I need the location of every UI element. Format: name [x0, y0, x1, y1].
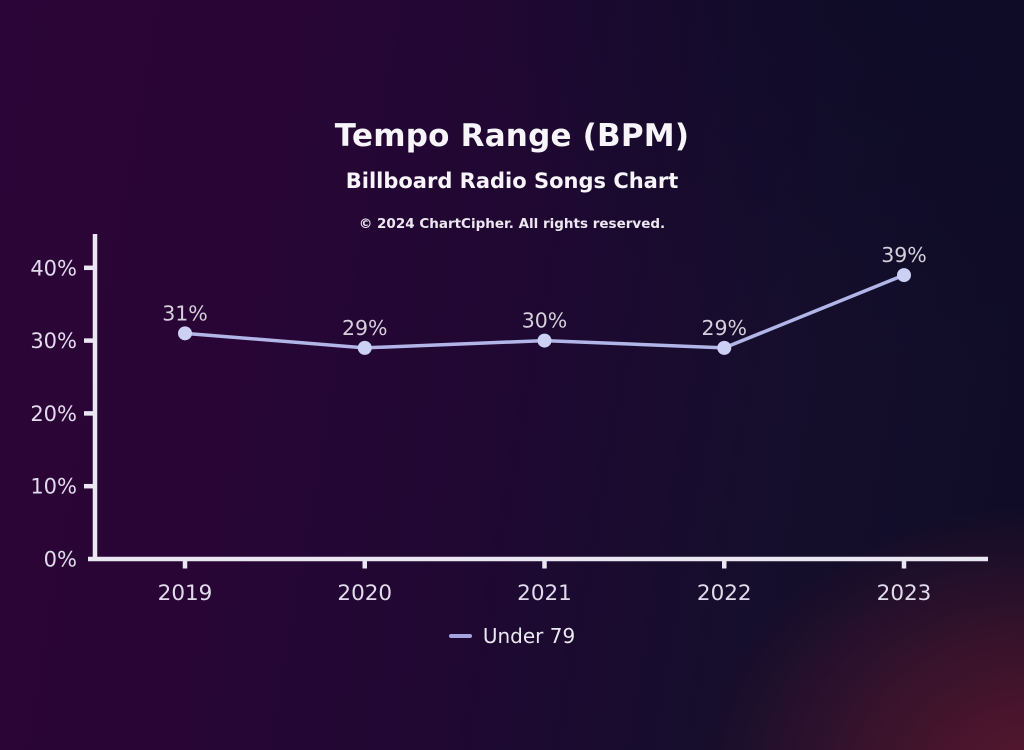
chart-subtitle: Billboard Radio Songs Chart — [345, 169, 679, 193]
y-tick-label-40: 40% — [30, 256, 77, 280]
copyright-notice: © 2024 ChartCipher. All rights reserved. — [358, 216, 666, 232]
data-point-2019[interactable] — [178, 326, 192, 341]
axis-lines — [88, 234, 988, 562]
data-point-2022[interactable] — [717, 340, 732, 355]
data-label-2019: 31% — [162, 301, 208, 325]
data-label-2022: 29% — [701, 316, 747, 340]
data-point-2021[interactable] — [537, 333, 552, 348]
chart-title: Tempo Range (BPM) — [334, 118, 690, 154]
y-tick-label-0: 0% — [44, 548, 77, 572]
y-tick-label-30: 30% — [30, 329, 77, 353]
x-tick-label-2020: 2020 — [337, 581, 392, 606]
data-label-2021: 30% — [522, 309, 568, 333]
legend-item-under-79[interactable]: Under 79 — [448, 624, 576, 648]
chart-legend: Under 79 — [0, 624, 1024, 648]
x-tick-label-2019: 2019 — [158, 581, 213, 606]
y-tick-label-10: 10% — [30, 475, 77, 499]
data-label-2023: 39% — [881, 243, 927, 267]
legend-line-swatch — [448, 634, 472, 638]
x-tick-label-2021: 2021 — [517, 581, 572, 606]
data-point-2020[interactable] — [357, 340, 372, 355]
y-tick-label-20: 20% — [30, 402, 77, 426]
legend-label: Under 79 — [482, 624, 576, 648]
data-point-2023[interactable] — [897, 268, 911, 283]
x-tick-label-2022: 2022 — [697, 581, 752, 606]
x-tick-label-2023: 2023 — [877, 581, 932, 606]
data-label-2020: 29% — [342, 316, 388, 340]
